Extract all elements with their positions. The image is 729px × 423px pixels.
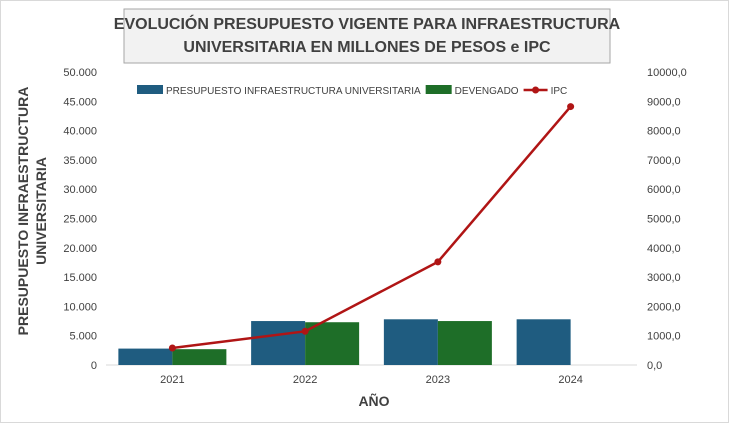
- legend-label: IPC: [551, 86, 568, 97]
- y-left-tick-label: 20.000: [63, 243, 97, 255]
- y-left-tick-label: 40.000: [63, 126, 97, 138]
- legend-marker-ipc: [532, 86, 540, 94]
- y-right-tick-label: 5000,0: [647, 214, 681, 226]
- chart-title-line-1: EVOLUCIÓN PRESUPUESTO VIGENTE PARA INFRA…: [114, 14, 621, 33]
- y-left-tick-label: 5.000: [69, 331, 97, 343]
- y-right-tick-label: 7000,0: [647, 155, 681, 167]
- ipc-point: [567, 103, 575, 111]
- y-right-tick-label: 6000,0: [647, 184, 681, 196]
- y-right-tick-label: 10000,0: [647, 67, 687, 79]
- y-right-tick-label: 3000,0: [647, 272, 681, 284]
- bar-presupuesto: [383, 319, 438, 365]
- y-left-tick-label: 45.000: [63, 96, 97, 108]
- bar-devengado: [305, 322, 360, 365]
- ipc-point: [301, 327, 309, 335]
- y-right-tick-label: 1000,0: [647, 331, 681, 343]
- bar-presupuesto: [516, 319, 571, 365]
- y-left-tick-label: 15.000: [63, 272, 97, 284]
- legend-swatch-presupuesto: [137, 85, 163, 94]
- bar-presupuesto: [251, 321, 306, 365]
- y-right-tick-label: 0,0: [647, 360, 662, 372]
- x-tick-label: 2023: [426, 374, 450, 386]
- y-left-tick-label: 10.000: [63, 301, 97, 313]
- bar-devengado: [437, 321, 492, 365]
- y-right-tick-label: 4000,0: [647, 243, 681, 255]
- y-right-tick-label: 2000,0: [647, 301, 681, 313]
- ipc-line: [172, 105, 572, 350]
- chart-title-box: EVOLUCIÓN PRESUPUESTO VIGENTE PARA INFRA…: [114, 8, 621, 64]
- x-tick-label: 2021: [160, 374, 184, 386]
- bar-presupuesto: [118, 348, 173, 365]
- ipc-point: [434, 258, 442, 266]
- y-left-tick-label: 35.000: [63, 155, 97, 167]
- y-right-tick-label: 8000,0: [647, 126, 681, 138]
- bar-devengado: [172, 349, 227, 365]
- y-right-tick-label: 9000,0: [647, 96, 681, 108]
- y-left-tick-label: 25.000: [63, 214, 97, 226]
- y-axis-title-line-1: PRESUPUESTO INFRAESTRUCTURA: [15, 87, 31, 336]
- ipc-point: [168, 344, 176, 352]
- y-left-tick-label: 50.000: [63, 67, 97, 79]
- legend-label: DEVENGADO: [455, 86, 519, 97]
- legend-swatch-devengado: [425, 85, 452, 94]
- chart-title-line-2: UNIVERSITARIA EN MILLONES DE PESOS e IPC: [183, 39, 551, 56]
- legend-label: PRESUPUESTO INFRAESTRUCTURA UNIVERSITARI…: [166, 86, 421, 97]
- x-tick-label: 2022: [293, 374, 317, 386]
- y-axis-title: PRESUPUESTO INFRAESTRUCTURA UNIVERSITARI…: [15, 87, 49, 336]
- y-left-tick-label: 30.000: [63, 184, 97, 196]
- y-axis-title-line-2: UNIVERSITARIA: [33, 157, 49, 265]
- x-tick-label: 2024: [558, 374, 582, 386]
- y-left-tick-label: 0: [91, 360, 97, 372]
- x-axis-title: AÑO: [358, 392, 389, 409]
